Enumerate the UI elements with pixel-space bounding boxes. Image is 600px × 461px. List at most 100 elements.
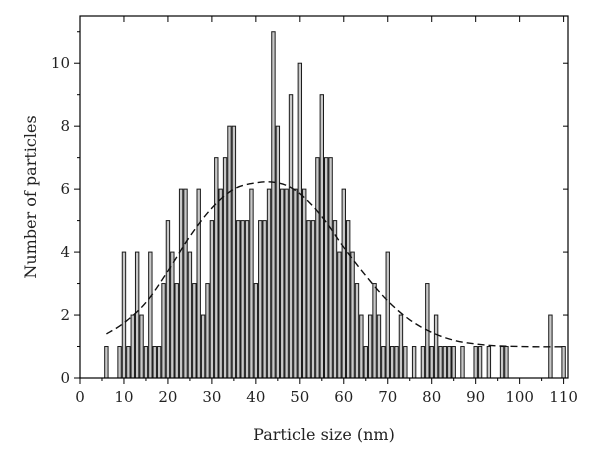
histogram-bar bbox=[297, 62, 303, 379]
histogram-bar bbox=[288, 94, 294, 379]
histogram-bar bbox=[328, 157, 333, 379]
histogram-bar bbox=[429, 346, 434, 379]
histogram-bar bbox=[302, 188, 307, 379]
plot-frame bbox=[79, 15, 569, 379]
y-tick-label: 2 bbox=[60, 306, 70, 324]
bars-layer bbox=[104, 31, 566, 379]
x-tick-label: 90 bbox=[466, 388, 485, 406]
y-tick-label: 10 bbox=[51, 54, 70, 72]
histogram-bar bbox=[473, 346, 478, 379]
x-tick-label: 20 bbox=[158, 388, 177, 406]
x-tick-label: 60 bbox=[334, 388, 353, 406]
histogram-bar bbox=[262, 220, 267, 379]
x-tick-label: 100 bbox=[505, 388, 534, 406]
histogram-bar bbox=[504, 346, 509, 379]
histogram-bar bbox=[161, 283, 166, 379]
histogram-bar bbox=[178, 188, 184, 379]
histogram-bar bbox=[214, 157, 219, 379]
histogram-bar bbox=[372, 283, 377, 379]
histogram-bar bbox=[117, 346, 122, 379]
histogram-bar bbox=[196, 188, 201, 379]
histogram-bar bbox=[460, 346, 465, 379]
histogram-bar bbox=[258, 220, 263, 379]
histogram-bar bbox=[249, 188, 254, 379]
x-tick-label: 30 bbox=[202, 388, 221, 406]
x-tick-label: 40 bbox=[246, 388, 265, 406]
histogram-bar bbox=[139, 314, 144, 379]
y-tick-label: 6 bbox=[60, 180, 70, 198]
histogram-bar bbox=[218, 188, 223, 379]
histogram-bar bbox=[411, 346, 417, 379]
histogram-bar bbox=[354, 283, 360, 379]
y-tick-label: 8 bbox=[60, 117, 70, 135]
ticks-layer: 0 10 20 30 40 50 60 70 80 90 100 110 0 2 4 6 8 10 bbox=[51, 16, 578, 406]
histogram-bar bbox=[381, 346, 386, 379]
histogram-bar bbox=[280, 188, 285, 379]
histogram-bar bbox=[350, 251, 355, 379]
x-tick-label: 70 bbox=[378, 388, 397, 406]
histogram-bar bbox=[183, 188, 188, 379]
histogram-bar bbox=[236, 220, 241, 379]
histogram-bar bbox=[104, 346, 109, 379]
histogram-bar bbox=[341, 188, 346, 379]
histogram-bar bbox=[337, 251, 342, 379]
histogram-bar bbox=[222, 157, 228, 379]
x-tick-label: 110 bbox=[549, 388, 578, 406]
histogram-bar bbox=[130, 314, 135, 379]
histogram-bar bbox=[134, 251, 140, 379]
histogram-bar bbox=[385, 251, 390, 379]
histogram-bar bbox=[324, 157, 329, 379]
histogram-bar bbox=[389, 346, 395, 379]
histogram-bar bbox=[442, 346, 448, 379]
y-tick-label: 0 bbox=[60, 369, 70, 387]
histogram-bar bbox=[420, 346, 426, 379]
histogram-bar bbox=[148, 251, 153, 379]
histogram-bar bbox=[398, 314, 404, 379]
histogram-bar bbox=[121, 251, 127, 379]
histogram-bar bbox=[227, 125, 232, 379]
fit-curve bbox=[106, 181, 564, 348]
histogram-bar bbox=[319, 94, 325, 379]
histogram-bar bbox=[293, 188, 298, 379]
x-axis-title: Particle size (nm) bbox=[253, 425, 395, 444]
histogram-bar bbox=[451, 346, 456, 379]
histogram-bar bbox=[284, 188, 289, 379]
histogram-bar bbox=[332, 220, 338, 379]
histogram-bar bbox=[192, 283, 197, 379]
histogram-bar bbox=[170, 251, 175, 379]
x-tick-label: 0 bbox=[75, 388, 85, 406]
histogram-bar bbox=[438, 346, 443, 379]
histogram-bar bbox=[200, 314, 206, 379]
histogram-bar bbox=[477, 346, 483, 379]
histogram-bar bbox=[367, 314, 373, 379]
y-axis-title: Number of particles bbox=[21, 115, 40, 278]
histogram-bar bbox=[156, 346, 162, 379]
histogram-bar bbox=[240, 220, 245, 379]
histogram-bar bbox=[486, 346, 492, 379]
histogram-bar bbox=[143, 346, 149, 379]
histogram-bar bbox=[174, 283, 179, 379]
histogram-bar bbox=[152, 346, 157, 379]
histogram-bar bbox=[561, 346, 566, 379]
histogram-bar bbox=[315, 157, 320, 379]
x-tick-label: 10 bbox=[114, 388, 133, 406]
histogram-bar bbox=[345, 220, 351, 379]
histogram-bar bbox=[306, 220, 311, 379]
histogram-bar bbox=[165, 220, 171, 379]
histogram-bar bbox=[253, 283, 259, 379]
histogram-bar bbox=[359, 314, 364, 379]
histogram-bar bbox=[394, 346, 399, 379]
histogram-bar bbox=[275, 125, 281, 379]
histogram-bar bbox=[499, 346, 505, 379]
histogram-bar bbox=[187, 251, 193, 379]
histogram-bar bbox=[447, 346, 452, 379]
y-tick-label: 4 bbox=[60, 243, 70, 261]
x-tick-label: 80 bbox=[422, 388, 441, 406]
histogram-bar bbox=[205, 283, 210, 379]
histogram-bar bbox=[244, 220, 250, 379]
histogram-bar bbox=[433, 314, 439, 379]
histogram-bar bbox=[376, 314, 382, 379]
histogram-bar bbox=[403, 346, 408, 379]
histogram-bar bbox=[209, 220, 215, 379]
